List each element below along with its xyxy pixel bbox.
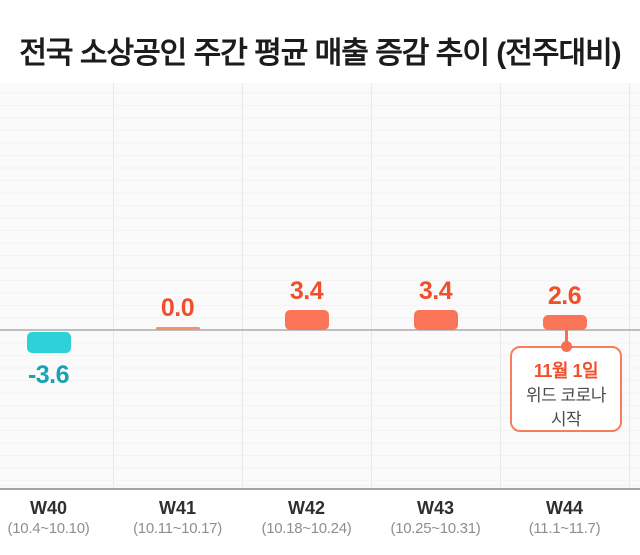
- week-label: W41: [158, 498, 196, 518]
- plot-area: 11월 1일 위드 코로나 시작 -3.6 0.0 3.4 3.4 2.6: [0, 83, 640, 490]
- annotation-text-line1: 위드 코로나: [526, 386, 606, 405]
- x-axis-label-w44: W44 (11.1~11.7): [500, 497, 629, 538]
- bar-w40: [26, 332, 71, 353]
- date-range-label: (11.1~11.7): [528, 520, 601, 537]
- week-label: W44: [545, 498, 583, 518]
- x-axis-label-w43: W43 (10.25~10.31): [371, 497, 500, 538]
- date-range-label: (10.18~10.24): [261, 520, 352, 537]
- bar-w41: [155, 327, 200, 330]
- week-label: W43: [416, 498, 454, 518]
- annotation-date: 11월 1일: [533, 361, 599, 381]
- x-axis-label-w40: W40 (10.4~10.10): [0, 497, 113, 538]
- date-range-label: (10.4~10.10): [7, 520, 90, 537]
- x-axis-label-w42: W42 (10.18~10.24): [242, 497, 371, 538]
- annotation-text-line2: 시작: [550, 410, 582, 429]
- annotation-callout: 11월 1일 위드 코로나 시작: [510, 346, 622, 432]
- value-label-w40: -3.6: [27, 361, 70, 389]
- bar-w44: [542, 315, 587, 330]
- week-label: W42: [287, 498, 325, 518]
- value-label-w43: 3.4: [418, 277, 453, 305]
- bar-w43: [413, 310, 458, 330]
- zero-baseline: [0, 329, 640, 331]
- x-axis-label-w41: W41 (10.11~10.17): [113, 497, 242, 538]
- date-range-label: (10.11~10.17): [133, 520, 222, 537]
- annotation-connector-line: [565, 330, 568, 347]
- week-label: W40: [29, 498, 67, 518]
- date-range-label: (10.25~10.31): [390, 520, 481, 537]
- value-label-w42: 3.4: [289, 277, 324, 305]
- bar-w42: [284, 310, 329, 330]
- annotation-dot: [561, 341, 572, 352]
- value-label-w41: 0.0: [160, 294, 195, 322]
- value-label-w44: 2.6: [547, 282, 582, 310]
- chart-title: 전국 소상공인 주간 평균 매출 증감 추이 (전주대비): [19, 37, 621, 70]
